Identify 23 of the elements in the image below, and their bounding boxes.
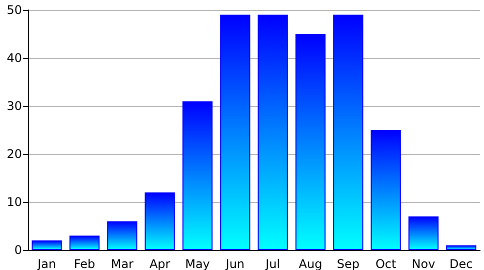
- bar: [370, 130, 401, 250]
- bar: [295, 34, 326, 250]
- y-tick-label: 50: [6, 3, 22, 17]
- bar: [107, 221, 138, 250]
- bar: [258, 14, 288, 250]
- x-tick-label: Dec: [450, 257, 473, 270]
- bar: [69, 236, 100, 250]
- y-tick-label: 20: [6, 147, 22, 161]
- bar: [446, 245, 476, 250]
- x-tick-label: Mar: [110, 257, 134, 270]
- bar: [32, 240, 62, 250]
- y-tick-label: 40: [6, 51, 22, 65]
- y-tick-label: 30: [6, 99, 22, 113]
- bar: [220, 14, 250, 250]
- bar: [333, 14, 364, 250]
- y-tick-label: 10: [6, 195, 22, 209]
- bar: [144, 192, 175, 250]
- x-tick-label: Nov: [412, 257, 436, 270]
- y-tick-label: 0: [14, 243, 22, 257]
- bar: [182, 101, 213, 250]
- x-tick-label: Feb: [74, 257, 96, 270]
- bar: [408, 216, 439, 250]
- x-tick-label: Oct: [375, 257, 396, 270]
